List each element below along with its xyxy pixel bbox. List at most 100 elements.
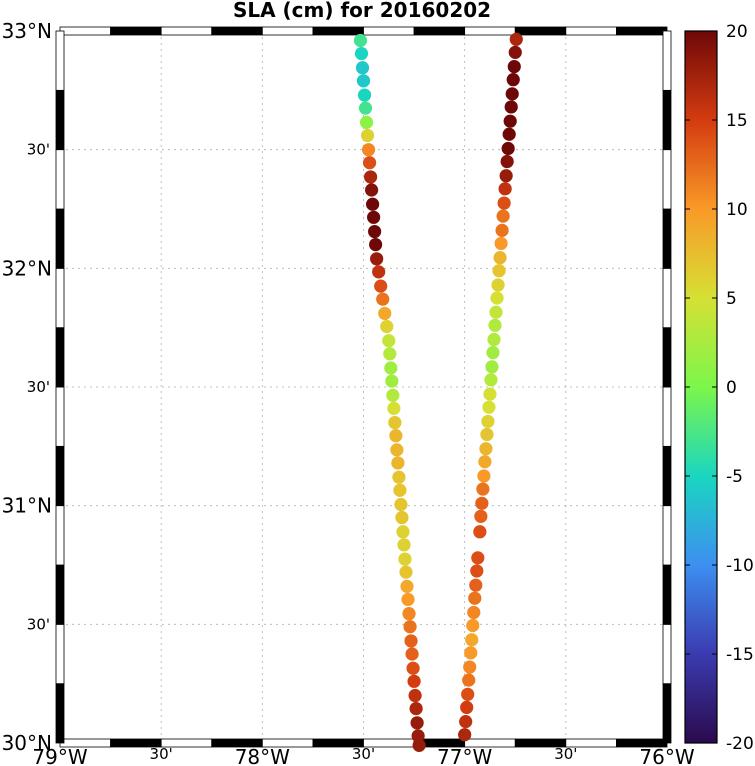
border-segment-right — [662, 89, 672, 151]
chart-title: SLA (cm) for 20160202 — [233, 0, 491, 22]
sla-point — [461, 687, 475, 701]
border-segment-right — [662, 149, 672, 210]
border-segment-right — [662, 208, 672, 269]
colorbar-ticks: 20 15 10 5 0 -5 -10 -15 -20 — [685, 22, 754, 754]
border-segment-left — [55, 327, 65, 388]
sla-point — [387, 401, 401, 415]
border-segment-left — [55, 564, 65, 625]
sla-point — [471, 551, 485, 565]
sla-point — [361, 143, 376, 157]
colorbar-tick-label: -10 — [726, 556, 754, 576]
sla-point — [358, 101, 373, 115]
colorbar: 20 15 10 5 0 -5 -10 -15 -20 — [684, 22, 754, 754]
sla-point — [494, 236, 508, 251]
sla-point — [388, 416, 402, 430]
border-segment-top — [261, 26, 314, 36]
border-segment-top — [464, 26, 516, 36]
border-segment-left — [55, 386, 65, 447]
y-minor-tick-label: 30' — [27, 141, 50, 159]
border-segment-left — [55, 683, 65, 744]
colorbar-gradient — [684, 30, 718, 744]
sla-point — [391, 456, 405, 470]
sla-point — [479, 442, 493, 456]
series-track-west — [353, 33, 426, 752]
sla-point — [406, 661, 420, 675]
border-segment-right — [662, 327, 672, 388]
sla-point — [503, 114, 517, 128]
sla-point — [499, 169, 513, 183]
sla-point — [395, 510, 409, 525]
sla-point — [505, 87, 519, 101]
sla-point — [481, 414, 495, 429]
sla-point — [476, 482, 490, 496]
sla-point — [475, 496, 489, 510]
sla-point — [389, 429, 403, 443]
border-segment-left — [55, 30, 65, 91]
sla-point — [498, 182, 512, 196]
sla-point — [465, 633, 479, 647]
sla-point — [400, 579, 414, 593]
sla-point — [462, 673, 476, 687]
border-segment-left — [55, 445, 65, 507]
sla-point — [399, 565, 413, 579]
border-segment-left — [55, 505, 65, 566]
sla-point — [360, 128, 375, 143]
sla-point — [390, 443, 404, 457]
sla-point — [488, 318, 502, 332]
sla-point — [380, 319, 394, 334]
sla-point — [480, 427, 494, 442]
x-minor-tick-label: 30' — [352, 745, 375, 763]
colorbar-tick-label: 0 — [726, 378, 737, 398]
sla-point — [490, 291, 504, 305]
border-segment-top — [110, 26, 162, 36]
colorbar-tick-label: -20 — [726, 734, 754, 754]
sla-point — [502, 127, 516, 141]
sla-point — [477, 469, 491, 483]
sla-point — [362, 156, 377, 170]
sla-point — [500, 154, 514, 169]
sla-point — [405, 647, 419, 661]
sla-point — [506, 73, 520, 87]
sla-point — [469, 578, 483, 592]
colorbar-tick-label: -15 — [726, 645, 754, 665]
sla-point — [463, 660, 477, 674]
x-minor-tick-label: 30' — [150, 745, 173, 763]
sla-point — [459, 715, 473, 729]
sla-point — [402, 607, 416, 621]
sla-point — [470, 564, 484, 578]
sla-point — [473, 525, 487, 539]
border-segment-left — [55, 208, 65, 269]
sla-point — [412, 738, 426, 752]
border-segment-top — [363, 26, 415, 36]
sla-point — [407, 674, 421, 688]
sla-point — [374, 279, 388, 293]
sla-point — [493, 251, 507, 265]
sla-point — [396, 525, 410, 539]
sla-point — [383, 347, 397, 361]
sla-point — [372, 265, 386, 279]
sla-point — [474, 509, 488, 523]
colorbar-tick-label: 10 — [726, 200, 748, 220]
sla-point — [369, 238, 383, 252]
sla-point — [357, 88, 372, 102]
sla-point — [366, 197, 380, 211]
border-segment-top — [616, 26, 668, 36]
sla-point — [359, 115, 374, 129]
colorbar-tick-label: 5 — [726, 289, 737, 309]
sla-point — [509, 32, 523, 46]
sla-point — [403, 620, 417, 634]
sla-point — [408, 688, 422, 703]
sla-point — [385, 374, 399, 388]
border-segment-top — [160, 26, 213, 36]
x-tick-label: 78°W — [235, 745, 290, 766]
border-segment-right — [662, 267, 672, 329]
sla-point — [367, 210, 381, 224]
border-segment-left — [55, 149, 65, 210]
sla-point — [460, 700, 474, 715]
sla-point — [393, 483, 407, 497]
sla-point — [485, 360, 499, 374]
sla-point — [363, 170, 378, 184]
colorbar-tick-label: 20 — [726, 22, 748, 42]
y-minor-tick-label: 30' — [27, 378, 50, 396]
